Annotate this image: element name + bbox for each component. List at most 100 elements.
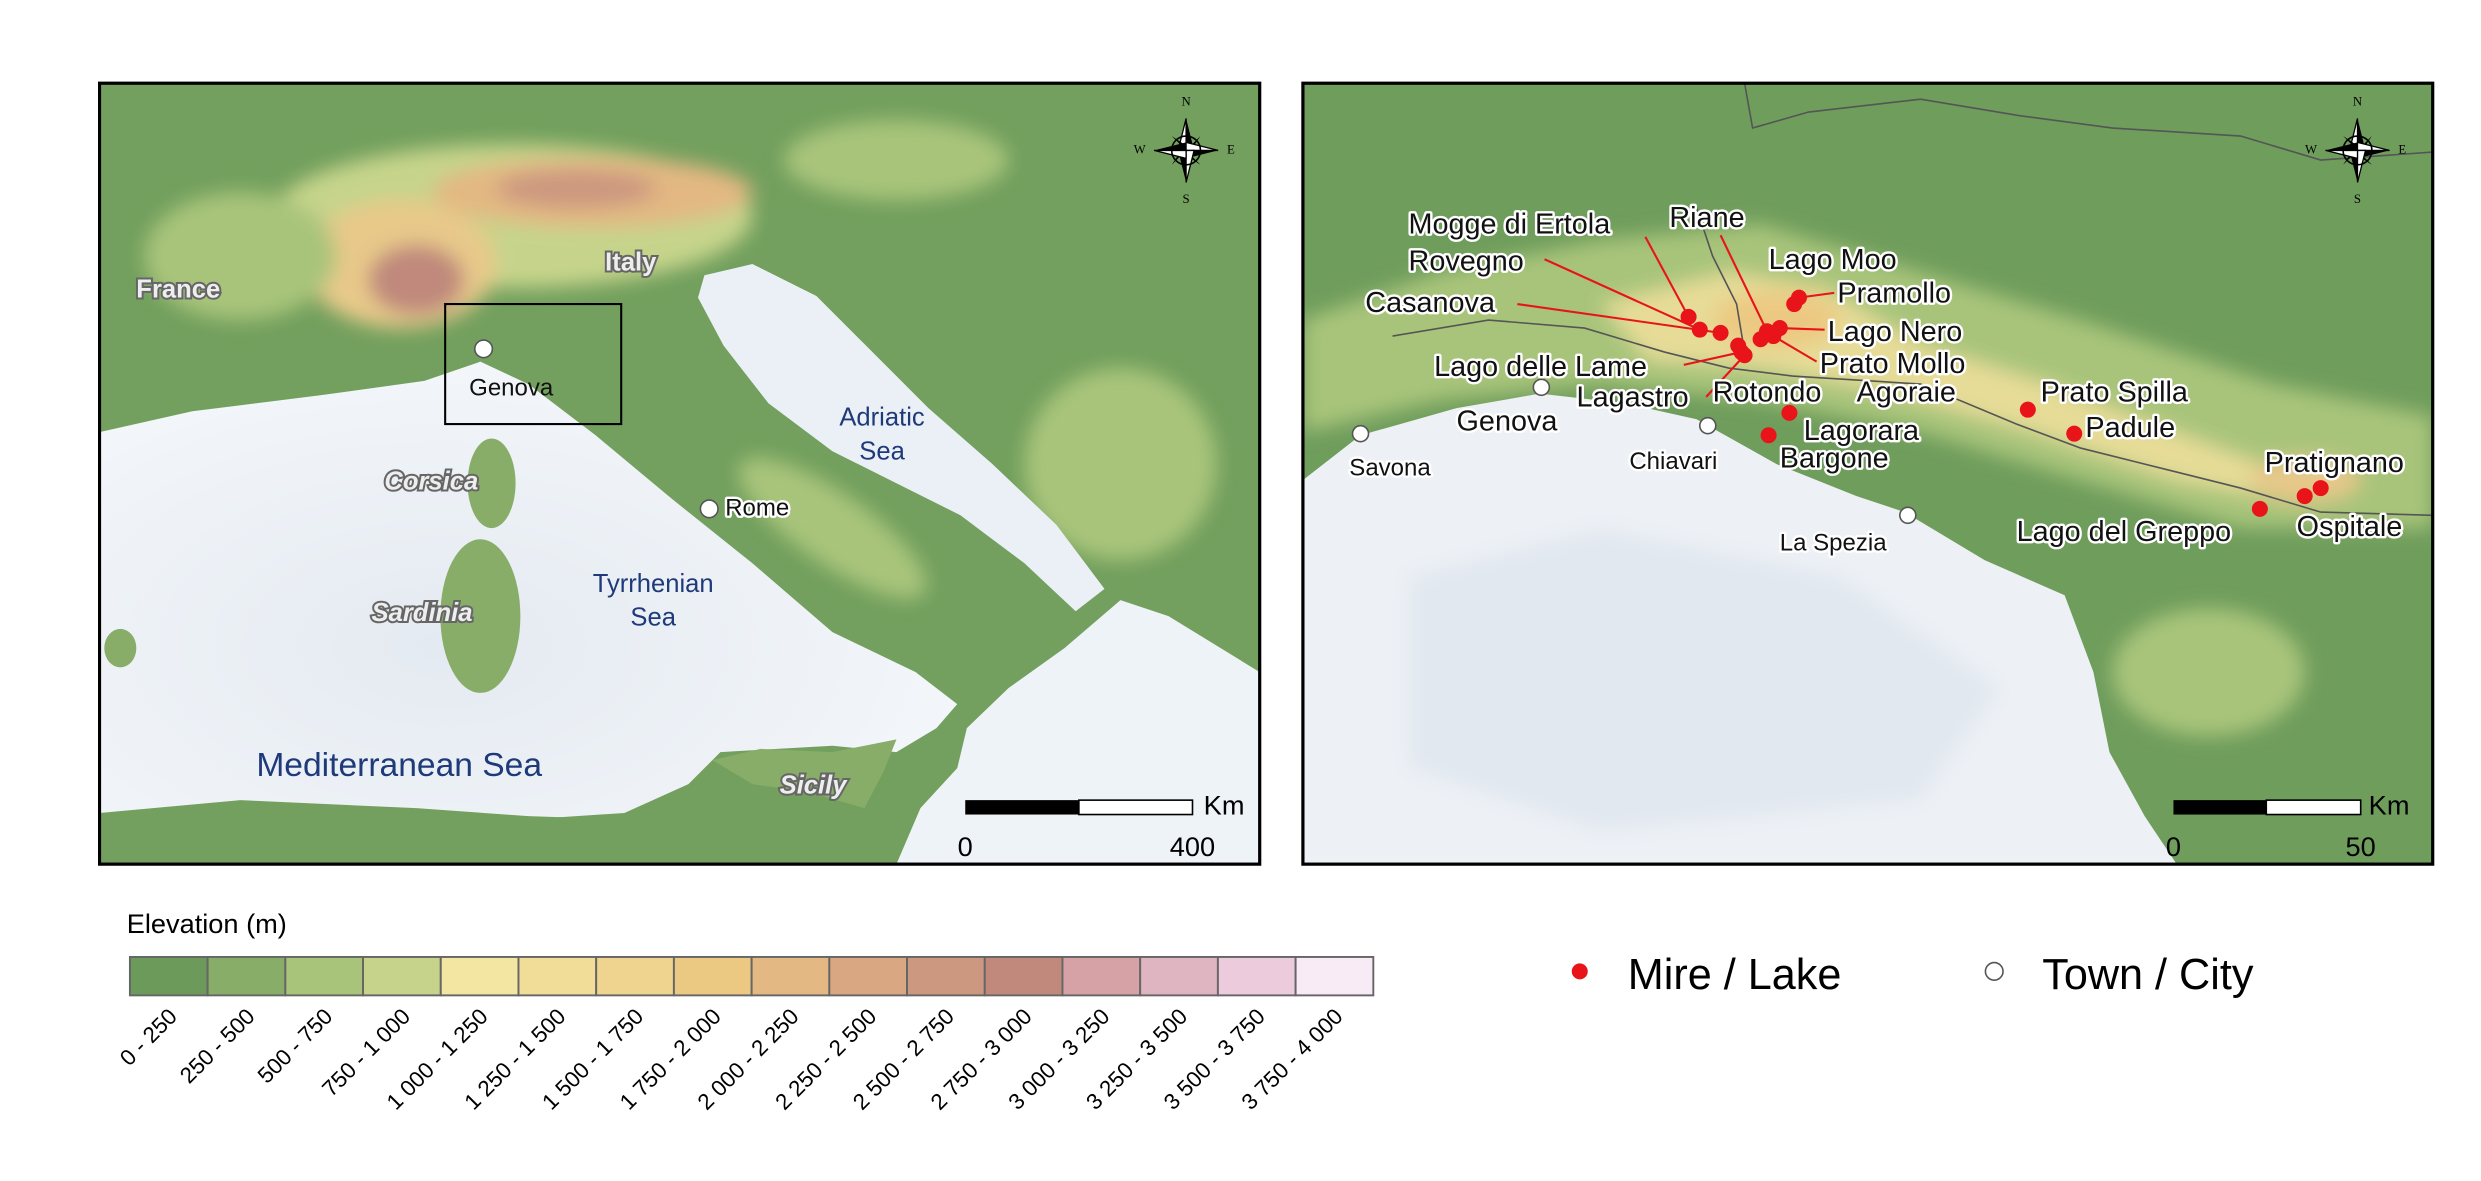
compass-ring	[1170, 135, 1202, 166]
compass-ring	[2342, 135, 2373, 166]
site-label: Rovegno	[1409, 245, 1524, 277]
compass: N E S W	[2305, 95, 2406, 207]
site-point	[1712, 324, 1729, 341]
legend-swatch	[1061, 956, 1142, 997]
site-point	[2066, 425, 2083, 442]
site-point	[1680, 308, 1697, 325]
scale-tick: 0	[958, 831, 973, 862]
site-label: Ospitale	[2297, 511, 2403, 543]
compass-arm	[2325, 149, 2359, 160]
legend-swatch	[128, 956, 209, 997]
site-point	[2312, 480, 2329, 497]
city-label: Rome	[725, 494, 789, 521]
site-label: Riane	[1669, 202, 1744, 234]
inset-box	[444, 303, 623, 426]
town-label: Genova	[1457, 405, 1559, 437]
site-label: Bargone	[1780, 442, 1889, 474]
site-label: Casanova	[1365, 287, 1496, 319]
compass-arm	[2356, 149, 2367, 183]
site-label: Padule	[2085, 412, 2175, 444]
site-point	[1752, 331, 1769, 348]
legend-swatch	[362, 956, 442, 997]
site-point	[2019, 401, 2036, 418]
site-point	[1730, 337, 1747, 354]
town-label: Chiavari	[1629, 448, 1717, 475]
compass-letter: W	[1134, 143, 1147, 157]
sardinia-land	[440, 539, 521, 693]
region-label: Italy	[605, 248, 657, 276]
legend-title: Elevation (m)	[127, 908, 287, 939]
legend-label: Town / City	[2042, 951, 2254, 999]
site-point	[1790, 289, 1807, 306]
detail-points: Mogge di Ertola Rovegno Casanova Lago delle…	[1347, 200, 2406, 559]
site-point	[1760, 427, 1777, 444]
site-label: Lagorara	[1804, 415, 1920, 447]
sea-label: Tyrrhenian	[593, 570, 714, 598]
sea-label: Sea	[630, 604, 676, 632]
sea-label: Adriatic	[839, 404, 925, 432]
legend-swatch	[750, 956, 831, 997]
site-label: Lago delle Lame	[1434, 351, 1647, 383]
town-point	[1899, 506, 1917, 525]
compass-letter: N	[2353, 95, 2362, 109]
site-label: Pramollo	[1837, 277, 1951, 309]
scale-bar	[2173, 800, 2267, 815]
leader-line	[1719, 234, 1768, 332]
site-label: Pratignano	[2265, 447, 2404, 479]
compass-letter: S	[2354, 192, 2361, 206]
legend-label: Mire / Lake	[1628, 951, 1842, 999]
town-label: Savona	[1349, 454, 1431, 481]
site-label: Lago Moo	[1769, 244, 1897, 276]
compass-arm	[2356, 141, 2390, 152]
corsica-land	[467, 438, 516, 529]
region-label: Sicily	[780, 772, 849, 800]
legend-swatch	[595, 956, 675, 997]
city-point	[473, 339, 494, 359]
compass-letter: E	[1227, 143, 1235, 157]
legend-swatch	[672, 956, 753, 997]
site-label: Lago del Greppo	[2017, 516, 2232, 548]
overview-frame	[97, 81, 1262, 866]
site-label: Prato Mollo	[1820, 348, 1966, 380]
legend-label: 0 - 250	[115, 1004, 182, 1071]
site-point	[2296, 488, 2313, 505]
site-point	[2251, 500, 2268, 517]
town-point	[1351, 424, 1370, 443]
legend-symbol	[1984, 961, 2004, 981]
leader-line	[1705, 354, 1746, 398]
legend-symbol	[1571, 963, 1588, 980]
legend-swatch	[1216, 956, 1297, 997]
compass-letter: N	[1181, 95, 1190, 109]
region-label: France	[136, 276, 220, 304]
town-label: La Spezia	[1780, 529, 1887, 556]
site-label: Prato Spilla	[2041, 377, 2189, 409]
compass-letter: S	[1183, 192, 1190, 206]
region-label: Corsica	[384, 468, 478, 496]
compass-arm	[1153, 149, 1187, 160]
sea-label: Sea	[859, 437, 905, 465]
compass-arm	[1185, 149, 1195, 183]
legend-swatch	[983, 956, 1064, 997]
scale-unit: Km	[2369, 790, 2410, 821]
scale-bar	[1078, 799, 1194, 816]
sicily-land	[712, 739, 897, 809]
leader-line	[1517, 303, 1721, 334]
overview-terrain	[99, 83, 1260, 865]
site-label: Lagastro	[1577, 381, 1689, 413]
legend-swatch	[828, 956, 909, 997]
scale-tick: 50	[2346, 831, 2376, 862]
site-point	[1691, 321, 1708, 338]
compass-letter: W	[2305, 143, 2318, 157]
scale-unit: Km	[1204, 790, 1245, 821]
legend-swatch	[517, 956, 598, 997]
leader-line	[1772, 335, 1818, 363]
region-label: Sardinia	[372, 599, 473, 627]
scale-bar	[2265, 799, 2362, 816]
city-point	[699, 499, 719, 519]
legend-swatch	[1139, 956, 1219, 997]
site-label: Rotondo	[1713, 377, 1822, 409]
leader-line	[1544, 258, 1701, 331]
